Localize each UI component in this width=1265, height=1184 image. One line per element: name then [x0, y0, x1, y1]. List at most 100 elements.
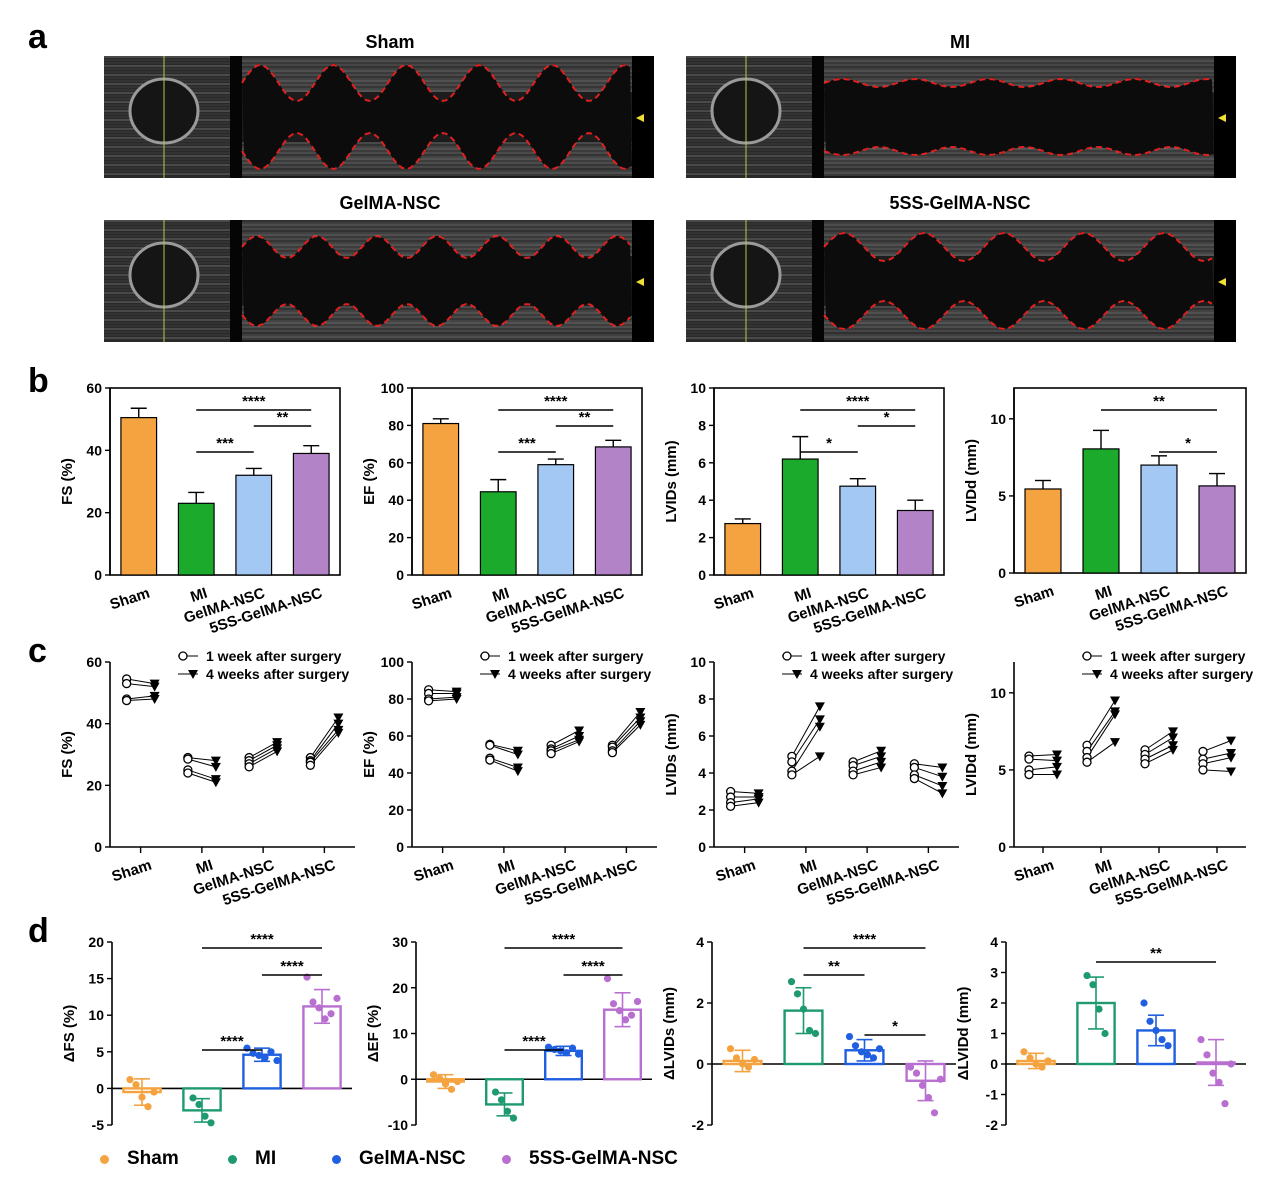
data-point: [126, 1076, 134, 1084]
x-tick-label: MI: [792, 585, 813, 606]
data-point: [327, 1010, 335, 1018]
data-point: [732, 1054, 741, 1062]
data-point: [1164, 1042, 1172, 1050]
pair-line: [612, 720, 641, 752]
x-tick-label: GelMA-NSC: [182, 585, 267, 627]
y-tick-label: 80: [388, 417, 404, 433]
legend-label: 1 week after surgery: [508, 648, 644, 664]
point-4-weeks: [451, 687, 462, 697]
echo-image-gelma: [104, 220, 654, 342]
point-1-week: [1140, 745, 1150, 755]
point-4-weeks: [210, 762, 221, 772]
data-point: [1083, 971, 1091, 980]
x-tick-label: Sham: [410, 585, 454, 614]
x-tick-label: GelMA-NSC: [795, 857, 880, 899]
point-4-weeks: [149, 691, 160, 701]
y-tick-label: 10: [690, 654, 706, 670]
point-4-weeks: [635, 720, 646, 730]
pair-line: [852, 761, 882, 772]
data-point: [1032, 1060, 1040, 1068]
x-tick-label: GelMA-NSC: [786, 585, 871, 627]
y-tick-label: 4: [698, 492, 706, 508]
point-1-week: [1140, 754, 1150, 764]
bar: [1024, 488, 1062, 574]
point-1-week: [121, 695, 132, 706]
pair-line: [309, 729, 339, 763]
echo-image-5ss: [686, 220, 1236, 342]
data-point: [799, 1005, 808, 1013]
pair-line: [248, 741, 278, 759]
echo-title-5ss: 5SS-GelMA-NSC: [889, 193, 1031, 213]
x-tick-label: 5SS-GelMA-NSC: [825, 857, 942, 910]
significance-label: ****: [853, 931, 877, 948]
y-axis-label: ΔEF (%): [365, 1005, 382, 1062]
panel-label-b: b: [28, 362, 49, 400]
y-tick-label: 40: [388, 492, 404, 508]
bar: [1016, 1059, 1056, 1066]
point-4-weeks: [272, 744, 283, 754]
point-4-weeks: [876, 746, 887, 756]
point-1-week: [1140, 759, 1150, 769]
axes: [411, 662, 657, 853]
axes: [109, 662, 355, 853]
data-point: [273, 1056, 281, 1065]
chart-legend: 1 week after surgery 4 weeks after surger…: [782, 648, 953, 682]
point-1-week: [1198, 746, 1208, 757]
y-tick-label: 5: [998, 762, 1006, 778]
point-4-weeks: [1168, 733, 1178, 743]
x-tick-label: MI: [1093, 857, 1114, 878]
y-tick-label: 0: [400, 1071, 408, 1087]
point-4-weeks: [512, 750, 523, 760]
pair-line: [428, 689, 457, 693]
point-1-week: [1140, 749, 1150, 760]
echo-image-mi: [686, 56, 1236, 178]
point-1-week: [183, 768, 193, 778]
point-4-weeks: [451, 689, 462, 699]
chart-legend: 1 week after surgery 4 weeks after surger…: [178, 648, 349, 682]
point-4-weeks: [210, 778, 221, 788]
legend-item-3: 5SS-GelMA-NSC: [502, 1148, 678, 1170]
point-4-weeks: [814, 722, 825, 732]
point-4-weeks: [512, 767, 523, 777]
legend-label: 4 weeks after surgery: [810, 666, 953, 682]
point-4-weeks: [1168, 745, 1178, 755]
data-point: [1020, 1048, 1028, 1056]
y-tick-label: 5: [998, 488, 1006, 504]
pair-line: [489, 757, 519, 768]
data-point: [429, 1071, 438, 1079]
point-1-week: [909, 770, 920, 780]
y-tick-label: 20: [88, 934, 104, 950]
point-4-weeks: [149, 682, 160, 692]
pair-line: [550, 739, 580, 752]
pair-line: [611, 711, 641, 746]
axes: [711, 942, 956, 1125]
point-1-week: [607, 748, 618, 758]
point-1-week: [1082, 746, 1092, 757]
point-1-week: [787, 751, 797, 761]
panel-label-a: a: [28, 18, 47, 56]
point-1-week: [787, 766, 797, 776]
y-tick-label: 40: [388, 765, 404, 781]
data-point: [189, 1094, 197, 1102]
y-tick-label: 40: [86, 442, 102, 458]
data-point: [309, 998, 317, 1006]
pair-line: [1086, 714, 1116, 758]
data-point: [503, 1107, 512, 1115]
bar: [1076, 1001, 1116, 1066]
legend-label: 1 week after surgery: [1110, 648, 1246, 664]
pair-line: [126, 683, 155, 688]
y-tick-label: 0: [696, 1056, 704, 1072]
significance-label: ****: [242, 393, 266, 410]
point-4-weeks: [333, 713, 344, 723]
point-4-weeks: [753, 793, 764, 803]
pair-line: [1144, 744, 1174, 760]
data-point: [249, 1049, 257, 1057]
legend-item-2: GelMA-NSC: [332, 1148, 466, 1170]
x-tick-label: 5SS-GelMA-NSC: [207, 585, 324, 638]
pair-line: [550, 730, 580, 746]
y-tick-label: 1: [990, 1026, 998, 1042]
significance-label: ****: [522, 1033, 546, 1050]
point-1-week: [423, 696, 434, 706]
significance-label: ****: [581, 958, 605, 975]
pair-line: [1202, 769, 1232, 772]
